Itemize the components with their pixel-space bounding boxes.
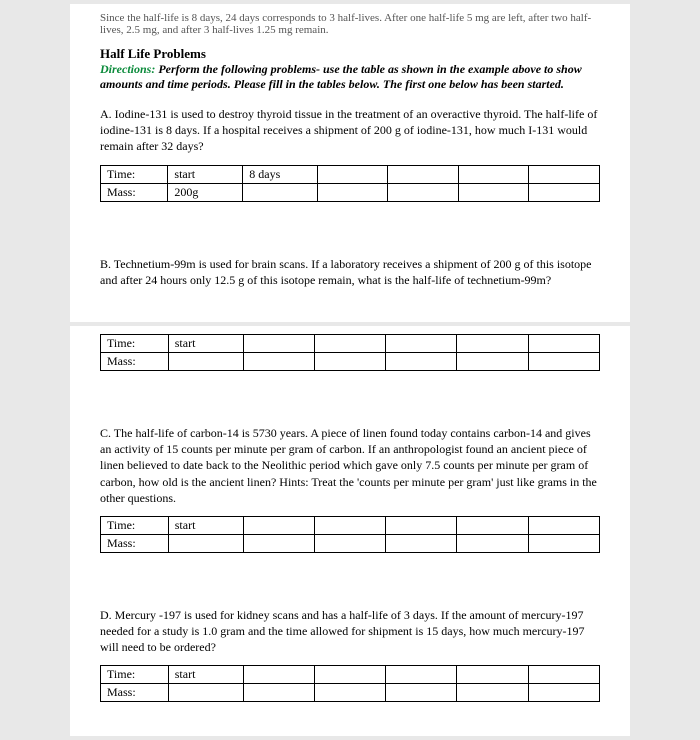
table-row: Time: start 8 days [101,165,600,183]
page-1: Since the half-life is 8 days, 24 days c… [70,4,630,322]
cell [457,516,528,534]
problem-d: D. Mercury -197 is used for kidney scans… [100,607,600,656]
problem-a: A. Iodine-131 is used to destroy thyroid… [100,106,600,155]
table-row: Time: start [101,516,600,534]
row-label-time: Time: [101,516,169,534]
cell [528,534,599,552]
cell [386,666,457,684]
cell: start [168,334,243,352]
table-row: Time: start [101,334,600,352]
cell [528,666,599,684]
cell: start [168,516,243,534]
cell [317,165,388,183]
table-row: Mass: [101,352,600,370]
cell [388,183,459,201]
cell [528,334,599,352]
cell [243,183,317,201]
cell [243,666,314,684]
cell: 8 days [243,165,317,183]
cell [243,684,314,702]
cell: start [168,165,243,183]
cell [243,534,314,552]
problem-b: B. Technetium-99m is used for brain scan… [100,256,600,288]
cell [528,684,599,702]
cell [317,183,388,201]
cell [168,534,243,552]
table-row: Mass: [101,534,600,552]
cell [457,684,528,702]
cell [457,534,528,552]
directions-label: Directions: [100,62,155,76]
table-d: Time: start Mass: [100,665,600,702]
cell [386,534,457,552]
cell [168,684,243,702]
cell [386,352,457,370]
cell [314,666,385,684]
cell [457,352,528,370]
page-2: Time: start Mass: C. The half-life of ca… [70,326,630,737]
row-label-time: Time: [101,666,169,684]
directions-line: Directions: Perform the following proble… [100,62,600,92]
cell [529,165,600,183]
cell [168,352,243,370]
cell [314,684,385,702]
problem-c: C. The half-life of carbon-14 is 5730 ye… [100,425,600,506]
cell: 200g [168,183,243,201]
cell [386,334,457,352]
cell [458,165,529,183]
table-c: Time: start Mass: [100,516,600,553]
cell [314,516,385,534]
fragment-text: Since the half-life is 8 days, 24 days c… [100,12,600,36]
cell [458,183,529,201]
cell [314,534,385,552]
row-label-time: Time: [101,334,169,352]
row-label-mass: Mass: [101,534,169,552]
section-title: Half Life Problems [100,46,600,62]
cell [243,516,314,534]
row-label-mass: Mass: [101,183,168,201]
table-row: Mass: [101,684,600,702]
cell: start [168,666,243,684]
table-row: Mass: 200g [101,183,600,201]
cell [386,516,457,534]
cell [386,684,457,702]
cell [529,183,600,201]
cell [528,352,599,370]
cell [388,165,459,183]
table-a: Time: start 8 days Mass: 200g [100,165,600,202]
cell [314,334,385,352]
table-row: Time: start [101,666,600,684]
row-label-mass: Mass: [101,684,169,702]
row-label-mass: Mass: [101,352,169,370]
table-b: Time: start Mass: [100,334,600,371]
cell [457,334,528,352]
cell [243,352,314,370]
cell [528,516,599,534]
row-label-time: Time: [101,165,168,183]
cell [457,666,528,684]
cell [243,334,314,352]
cell [314,352,385,370]
directions-text: Perform the following problems- use the … [100,62,582,91]
